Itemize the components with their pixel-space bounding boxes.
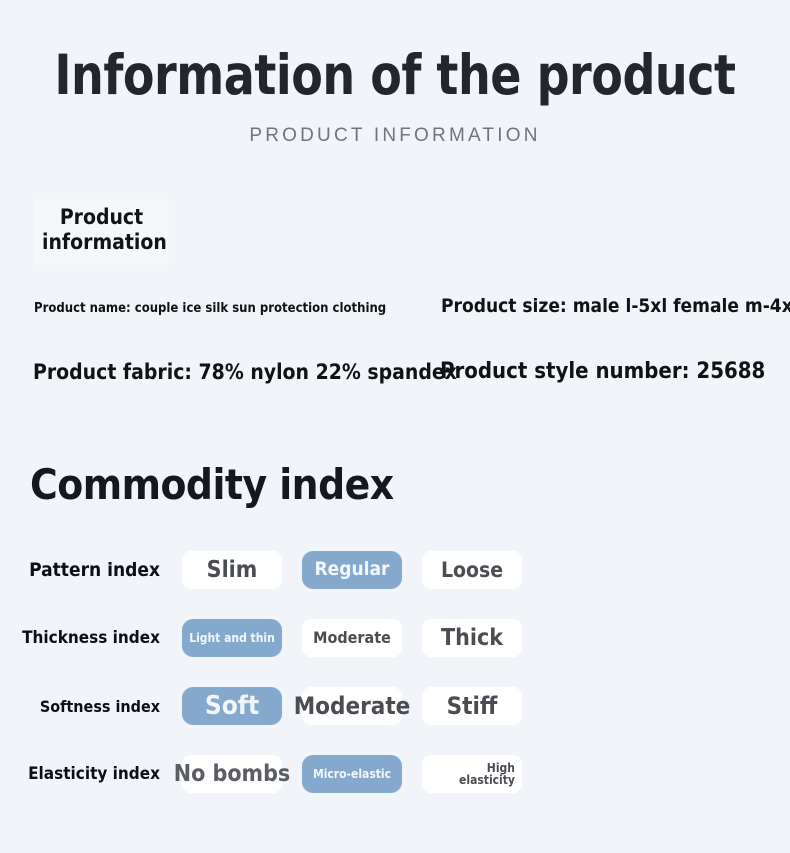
index-row-elasticity: Elasticity index No bombs Micro-elastic … (0, 740, 790, 808)
index-option-soft[interactable]: Soft (182, 687, 282, 726)
index-row-label: Pattern index (29, 559, 160, 582)
index-option-label: Thick (441, 625, 503, 652)
index-row-label: Elasticity index (28, 764, 160, 785)
index-row-pattern: Pattern index Slim Regular Loose (0, 536, 790, 604)
index-row-label: Softness index (39, 696, 160, 716)
index-option-label: Loose (440, 558, 504, 583)
index-option-cell[interactable]: Slim (172, 551, 292, 590)
index-option-label: Stiff (446, 691, 498, 720)
index-option-cell[interactable]: Regular (292, 551, 412, 590)
index-option-stiff[interactable]: Stiff (422, 687, 522, 726)
index-option-loose[interactable]: Loose (422, 551, 522, 590)
index-option-cell[interactable]: Soft (172, 687, 292, 726)
index-option-thick[interactable]: Thick (422, 619, 522, 658)
index-option-cell[interactable]: Stiff (412, 687, 532, 726)
index-option-label: Regular (314, 558, 390, 581)
index-option-slim[interactable]: Slim (182, 551, 282, 590)
page-subtitle: PRODUCT INFORMATION (249, 125, 541, 146)
index-row-label: Thickness index (22, 628, 160, 649)
index-option-label: No bombs (173, 761, 291, 788)
index-option-cell[interactable]: High elasticity (412, 755, 532, 794)
index-option-label: Soft (204, 690, 260, 721)
index-option-cell[interactable]: No bombs (172, 755, 292, 794)
index-option-label: Slim (206, 557, 258, 584)
index-option-cell[interactable]: Light and thin (172, 619, 292, 658)
product-name-field: Product name: couple ice silk sun protec… (34, 301, 387, 316)
product-information-grid: Product name: couple ice silk sun protec… (0, 295, 790, 425)
page-header: Information of the product PRODUCT INFOR… (0, 0, 790, 147)
product-size-field: Product size: male l-5xl female m-4xl (441, 295, 790, 317)
index-row-thickness: Thickness index Light and thin Moderate … (0, 604, 790, 672)
index-option-light-and-thin[interactable]: Light and thin (182, 619, 282, 658)
product-information-row-1: Product name: couple ice silk sun protec… (0, 295, 790, 360)
index-option-cell[interactable]: Thick (412, 619, 532, 658)
commodity-index-section: Commodity index Pattern index Slim Regul… (0, 460, 790, 808)
index-option-high-elasticity[interactable]: High elasticity (422, 755, 522, 794)
index-option-label: Moderate (313, 627, 391, 647)
product-information-row-2: Product fabric: 78% nylon 22% spandex Pr… (0, 359, 790, 425)
index-option-cell[interactable]: Moderate (292, 687, 412, 726)
index-row-softness: Softness index Soft Moderate Stiff (0, 672, 790, 740)
index-option-regular[interactable]: Regular (302, 551, 402, 590)
index-option-label: Light and thin (189, 630, 275, 645)
product-information-heading: Product information (34, 199, 169, 265)
index-option-label: Micro-elastic (312, 766, 392, 781)
page-title: Information of the product (54, 43, 736, 107)
index-option-cell[interactable]: Loose (412, 551, 532, 590)
product-information-heading-line2: information (42, 229, 167, 254)
index-option-no-bombs[interactable]: No bombs (174, 755, 290, 794)
commodity-index-table: Pattern index Slim Regular Loose Thickne… (0, 536, 790, 808)
commodity-index-title: Commodity index (30, 460, 394, 509)
product-information-heading-line1: Product (59, 205, 144, 229)
product-fabric-field: Product fabric: 78% nylon 22% spandex (33, 360, 457, 384)
index-option-label: Moderate (293, 691, 411, 720)
index-option-moderate[interactable]: Moderate (302, 619, 402, 658)
index-option-cell[interactable]: Micro-elastic (292, 755, 412, 794)
index-option-label: High elasticity (459, 760, 515, 788)
index-option-moderate[interactable]: Moderate (294, 687, 410, 726)
index-option-micro-elastic[interactable]: Micro-elastic (302, 755, 402, 794)
product-style-number-field: Product style number: 25688 (440, 359, 766, 384)
index-option-cell[interactable]: Moderate (292, 619, 412, 658)
